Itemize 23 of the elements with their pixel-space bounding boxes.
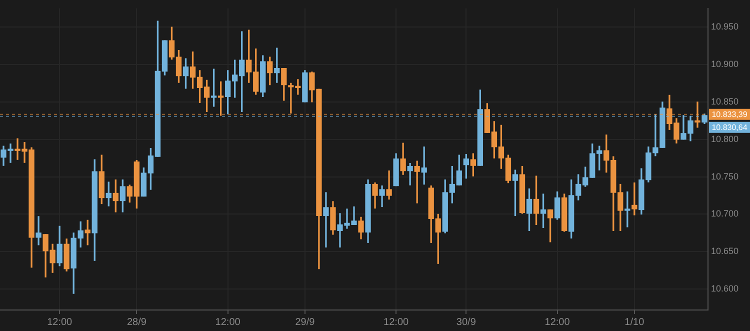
candlestick [323, 192, 329, 248]
x-tick-label: 30/9 [456, 316, 476, 328]
y-tick-label: 10.850 [711, 96, 739, 106]
candlestick [36, 216, 42, 246]
y-tick-label: 10.800 [711, 134, 739, 144]
candlestick [407, 162, 413, 186]
y-tick-label: 10.900 [711, 59, 739, 70]
y-tick-label: 10.700 [711, 208, 739, 219]
y-tick-label: 10.650 [711, 246, 739, 256]
x-tick-label: 29/9 [295, 316, 316, 328]
candlestick [694, 102, 700, 128]
x-tick-label: 1/10 [624, 316, 645, 328]
x-tick-label: 12:00 [544, 316, 570, 328]
ref-line-label: 10.830,64 [712, 123, 748, 132]
x-tick-label: 12:00 [384, 316, 410, 328]
x-tick-label: 28/9 [126, 316, 147, 328]
y-tick-label: 10.600 [711, 284, 739, 294]
ref-line-label: 10.833,39 [712, 110, 748, 120]
y-tick-label: 10.950 [711, 22, 739, 32]
x-tick-label: 12:00 [215, 316, 241, 328]
y-tick-label: 10.750 [711, 171, 739, 182]
candlestick [386, 170, 392, 200]
x-tick-label: 12:00 [47, 316, 73, 328]
